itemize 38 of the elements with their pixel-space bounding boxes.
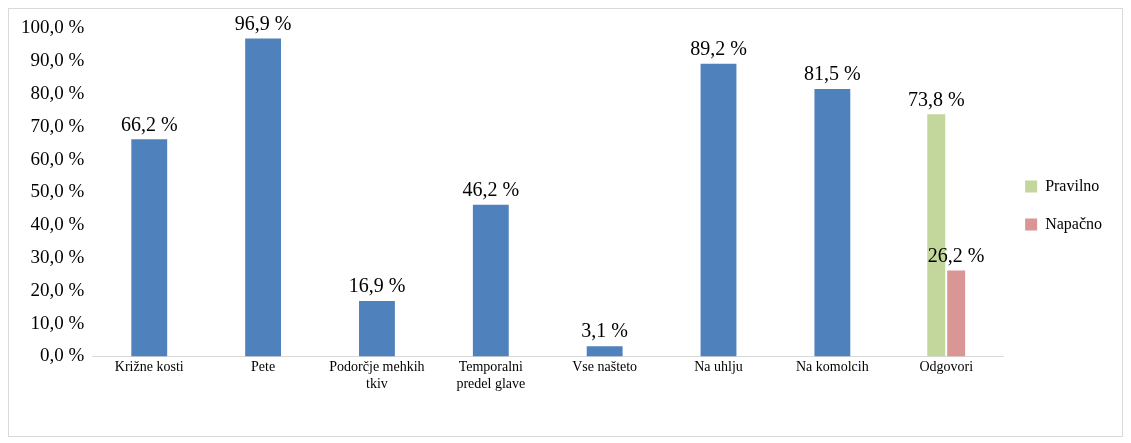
x-tick-label: Temporalni predel glave xyxy=(456,359,526,392)
bar xyxy=(700,63,737,357)
y-tick-label: 80,0 % xyxy=(30,81,85,103)
y-tick-label: 20,0 % xyxy=(30,278,85,300)
y-tick-label: 40,0 % xyxy=(30,213,85,235)
text: 89,2 % xyxy=(690,37,747,60)
y-tick-label: 100,0 % xyxy=(21,16,85,38)
bar xyxy=(359,300,395,357)
bar xyxy=(131,139,168,357)
y-tick-label: 10,0 % xyxy=(30,311,85,333)
bar xyxy=(814,89,851,357)
text: 96,9 % xyxy=(234,11,292,34)
x-tick-label: Pete xyxy=(251,359,276,375)
x-tick-label: Na uhlju xyxy=(694,359,743,375)
text: 16,9 % xyxy=(348,274,406,297)
y-tick-label: 60,0 % xyxy=(30,147,85,169)
y-tick-label: 90,0 % xyxy=(30,49,85,71)
text: 73,8 % xyxy=(907,87,965,110)
x-tick-label: Vse našteto xyxy=(572,359,638,375)
x-tick-label: Podorčje mehkih tkiv xyxy=(329,359,425,392)
bar xyxy=(245,38,282,357)
text: 81,5 % xyxy=(804,62,861,85)
text: 46,2 % xyxy=(462,178,520,201)
bar xyxy=(586,346,623,357)
bar xyxy=(472,204,509,357)
text: 26,2 % xyxy=(927,243,985,266)
legend-label: Napačno xyxy=(1045,214,1102,233)
text: 66,2 % xyxy=(120,112,178,135)
x-tick-label: Križne kosti xyxy=(114,359,184,375)
y-tick-label: 50,0 % xyxy=(30,180,85,202)
legend-label: Pravilno xyxy=(1045,176,1100,194)
bar xyxy=(947,270,966,357)
y-tick-label: 0,0 % xyxy=(40,344,85,366)
y-tick-label: 70,0 % xyxy=(30,114,85,136)
text: 3,1 % xyxy=(581,319,628,342)
y-tick-label: 30,0 % xyxy=(30,245,85,267)
x-tick-label: Odgovori xyxy=(919,359,974,375)
x-tick-label: Na komolcih xyxy=(796,359,869,375)
